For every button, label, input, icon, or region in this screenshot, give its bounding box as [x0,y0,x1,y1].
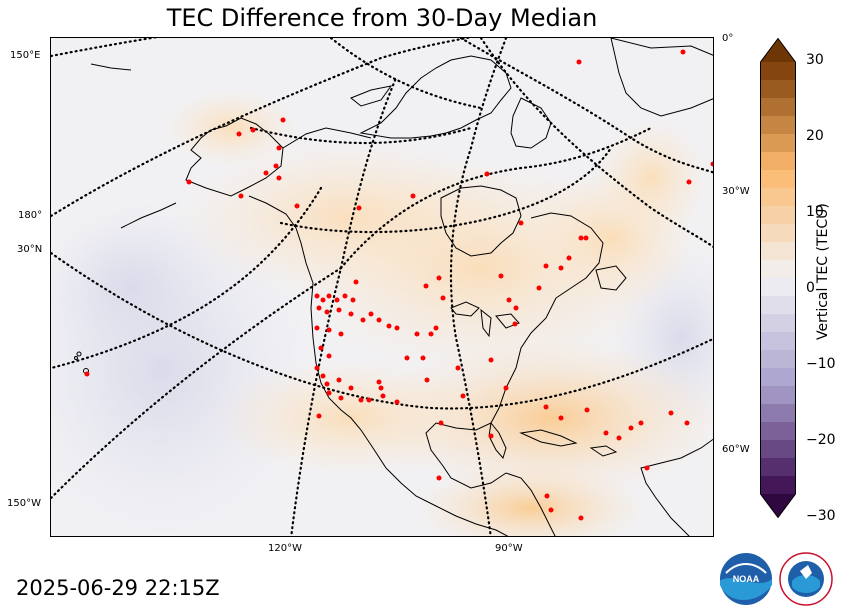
colorbar-band [760,314,796,333]
nws-logo [779,552,833,606]
colorbar [760,38,796,518]
colorbar-band [760,62,796,81]
station-markers [84,49,713,521]
colorbar-tick: −20 [806,432,836,448]
lat-label-30n: 30°N [17,244,43,255]
timestamp: 2025-06-29 22:15Z [16,576,220,600]
lon-label-150w: 150°W [7,498,41,509]
colorbar-outline [760,38,796,518]
colorbar-band [760,134,796,153]
noaa-logo: NOAA [720,553,772,605]
colorbar-band [760,368,796,387]
colorbar-band [760,404,796,423]
agency-logos: NOAA [720,552,833,606]
lon-label-120w: 120°W [268,543,302,554]
colorbar-bands [760,38,796,518]
colorbar-tick: 0 [806,280,815,296]
colorbar-band [760,206,796,225]
colorbar-band [760,422,796,441]
colorbar-tick: −10 [806,356,836,372]
colorbar-band [760,98,796,117]
colorbar-band [760,170,796,189]
colorbar-band [760,224,796,243]
colorbar-band [760,296,796,315]
colorbar-band [760,188,796,207]
colorbar-title: Vertical TEC (TECU) [815,203,831,340]
colorbar-band [760,458,796,477]
lat-label-0: 0° [722,33,734,44]
graticule [51,38,713,536]
colorbar-band [760,350,796,369]
colorbar-tick: −30 [806,508,836,524]
lat-label-60w: 60°W [722,444,750,455]
colorbar-tick: 30 [806,52,824,68]
map-canvas [51,38,713,536]
colorbar-band [760,278,796,297]
colorbar-band [760,242,796,261]
colorbar-tick: 10 [806,204,824,220]
colorbar-band [760,476,796,495]
colorbar-extend-high [760,38,796,62]
colorbar-band [760,116,796,135]
lat-label-30w: 30°W [722,186,750,197]
tec-map[interactable] [50,37,714,537]
tec-field [51,38,713,536]
colorbar-band [760,440,796,459]
lon-label-180: 180° [18,210,43,221]
svg-text:NOAA: NOAA [733,574,760,584]
coastlines [74,38,713,536]
colorbar-band [760,80,796,99]
colorbar-extend-low [760,494,796,518]
lon-label-90w: 90°W [495,543,523,554]
lon-label-150e: 150°E [10,50,41,61]
map-title: TEC Difference from 30-Day Median [166,4,598,32]
colorbar-tick: 20 [806,128,824,144]
colorbar-band [760,152,796,171]
colorbar-band [760,332,796,351]
colorbar-band [760,260,796,279]
colorbar-band [760,386,796,405]
